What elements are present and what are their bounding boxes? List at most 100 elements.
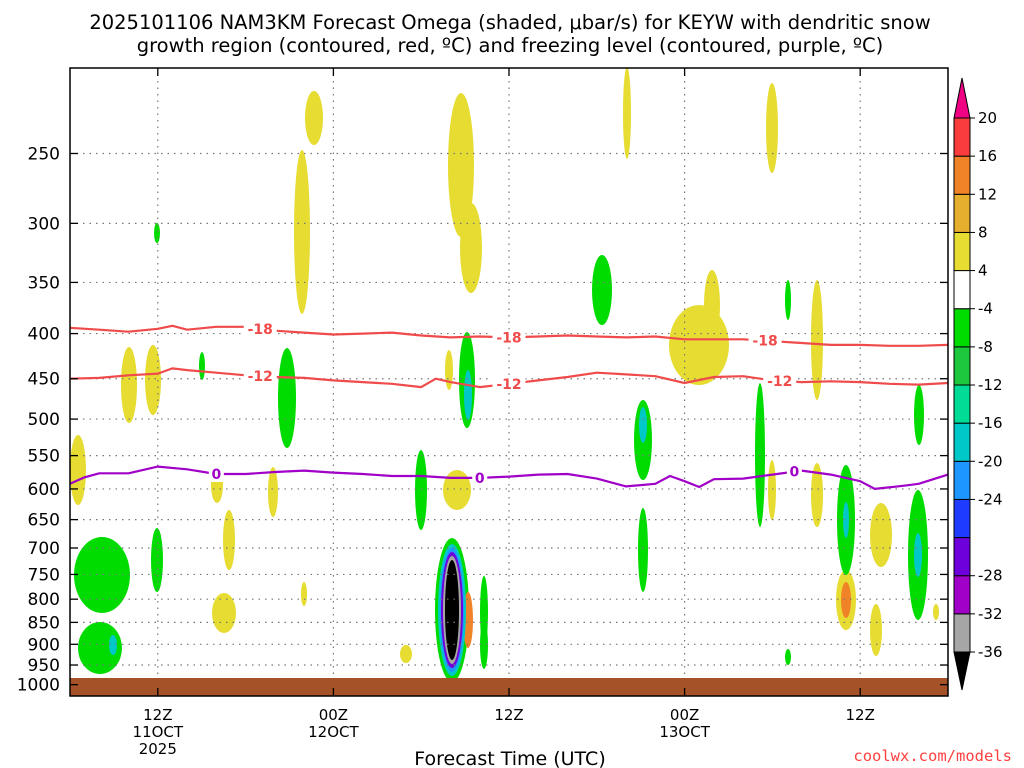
colorbar-bin-1 <box>953 613 971 653</box>
colorbar-bin-13 <box>953 155 971 195</box>
contour-label-0-1: -18 <box>496 330 521 346</box>
contour-label-bg <box>786 463 802 480</box>
x-tick-label-30-1: 12Z <box>494 706 523 724</box>
y-tick-label-350: 350 <box>28 273 60 293</box>
omega-region-37 <box>914 385 924 445</box>
omega-region-3 <box>460 203 482 293</box>
omega-region-41 <box>74 537 130 613</box>
contour-label-2-0: 0 <box>211 467 221 483</box>
omega-region-14 <box>268 467 278 517</box>
watermark-link[interactable]: coolwx.com/models <box>853 747 1012 765</box>
colorbar-bin-14 <box>953 117 971 157</box>
x-tick-label-42-1: 00Z <box>670 706 699 724</box>
contour-label-bg <box>748 332 782 349</box>
colorbar-bin-0 <box>953 651 971 691</box>
colorbar-label-10: 4 <box>978 262 988 280</box>
colorbar-label-6: -16 <box>978 414 1003 432</box>
omega-region-58 <box>445 560 459 660</box>
colorbar-bin-11 <box>953 231 971 272</box>
omega-region-0 <box>305 91 323 145</box>
chart-title-line-2: growth region (contoured, red, ºC) and f… <box>137 34 884 57</box>
omega-region-40 <box>151 528 163 592</box>
y-tick-label-500: 500 <box>28 410 60 430</box>
colorbar-label-11: 8 <box>978 223 988 241</box>
contour-label-1-2: -12 <box>767 374 792 390</box>
chart-title-line-1: 2025101106 NAM3KM Forecast Omega (shaded… <box>89 11 930 34</box>
omega-region-29 <box>278 348 296 448</box>
colorbar-bin-7 <box>953 384 971 424</box>
omega-region-32 <box>415 450 427 530</box>
omega-region-51 <box>109 635 117 655</box>
omega-region-25 <box>933 604 939 620</box>
colorbar-bin-4 <box>953 498 971 539</box>
contour-label-bg <box>492 329 526 346</box>
omega-region-17 <box>445 350 453 390</box>
colorbar-bin-6 <box>953 422 971 462</box>
omega-region-49 <box>914 533 922 577</box>
omega-region-30 <box>199 352 205 380</box>
colorbar-label-13: 16 <box>978 147 997 165</box>
omega-region-19 <box>301 582 307 606</box>
x-axis-label: Forecast Time (UTC) <box>414 748 605 768</box>
colorbar-label-14: 20 <box>978 109 997 127</box>
omega-region-23 <box>870 503 892 567</box>
temperature-contours: -18 -18 -18 -12 -12 -12 0 0 0 <box>69 320 949 490</box>
x-tick-label-6-3: 2025 <box>139 740 177 758</box>
omega-region-35 <box>755 383 765 527</box>
omega-region-47 <box>464 370 472 420</box>
y-tick-label-600: 600 <box>28 480 60 500</box>
terrain-ground <box>70 678 948 696</box>
x-tick-label-18-1: 00Z <box>319 706 348 724</box>
y-tick-label-550: 550 <box>28 447 60 467</box>
colorbar-bin-10 <box>953 270 971 310</box>
colorbar-label-7: -12 <box>978 376 1003 394</box>
y-tick-label-300: 300 <box>28 214 60 234</box>
y-tick-label-900: 900 <box>28 635 60 655</box>
omega-region-2 <box>448 93 474 237</box>
colorbar-bin-2 <box>953 575 971 615</box>
omega-region-27 <box>592 255 612 325</box>
y-tick-label-700: 700 <box>28 539 60 559</box>
contour-label-2-1: 0 <box>475 471 485 487</box>
contour-label-bg <box>243 320 277 337</box>
contour-label-bg <box>492 375 526 392</box>
contour-label-1-0: -12 <box>248 369 273 385</box>
contour-label-0-0: -18 <box>248 322 273 338</box>
colorbar-bin-9 <box>953 308 971 348</box>
omega-region-28 <box>154 223 160 243</box>
omega-region-20 <box>400 645 412 663</box>
x-tick-label-42-2: 13OCT <box>659 723 710 741</box>
contour-label-bg <box>763 372 797 389</box>
omega-region-12 <box>70 435 86 505</box>
contour-label-bg <box>208 465 224 482</box>
colorbar-label-1: -32 <box>978 605 1003 623</box>
colorbar-bin-5 <box>953 460 971 500</box>
plot-area: -18 -18 -18 -12 -12 -12 0 0 0 <box>69 67 949 697</box>
colorbar-label-5: -20 <box>978 452 1003 470</box>
omega-region-6 <box>669 305 729 385</box>
omega-region-22 <box>811 463 823 527</box>
colorbar-label-12: 12 <box>978 185 997 203</box>
y-tick-label-650: 650 <box>28 511 60 531</box>
colorbar: -36 -32 -28 -24 -20 -16 -12 -8 -4 4 8 12 16 20 <box>953 77 1003 691</box>
omega-region-42 <box>78 622 122 674</box>
grid-lines <box>70 68 948 696</box>
omega-region-4 <box>623 67 631 159</box>
y-tick-label-450: 450 <box>28 370 60 390</box>
omega-region-7 <box>704 270 720 340</box>
y-tick-label-750: 750 <box>28 565 60 585</box>
colorbar-bin-3 <box>953 537 971 577</box>
omega-region-8 <box>811 280 823 400</box>
contour-label-bg <box>472 469 488 486</box>
omega-region-44 <box>785 649 791 665</box>
y-axis: 2503003504004505005506006507007508008509… <box>17 144 948 696</box>
omega-region-46 <box>480 621 488 669</box>
omega-region-9 <box>121 347 137 423</box>
omega-region-10 <box>145 345 161 415</box>
colorbar-label-0: -36 <box>978 643 1003 661</box>
omega-region-1 <box>294 150 310 314</box>
x-tick-label-18-2: 12OCT <box>308 723 359 741</box>
omega-region-18 <box>212 593 236 633</box>
colorbar-label-4: -24 <box>978 490 1003 508</box>
x-tick-label-6-1: 12Z <box>143 706 172 724</box>
